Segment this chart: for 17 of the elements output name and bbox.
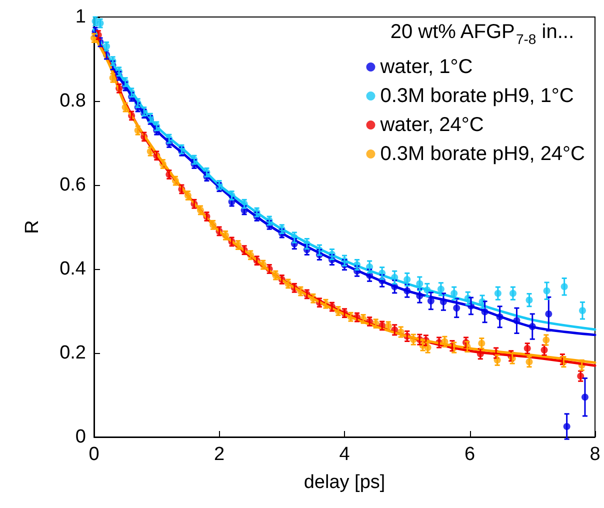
legend-label: 0.3M borate pH9, 1°C — [380, 85, 574, 107]
y-tick-label: 0.8 — [60, 90, 86, 112]
legend-label: water, 24°C — [379, 114, 484, 136]
legend-label: water, 1°C — [379, 56, 473, 78]
legend-label: 0.3M borate pH9, 24°C — [380, 143, 586, 165]
x-tick-label: 8 — [590, 444, 600, 465]
y-tick-label: 1 — [75, 6, 86, 28]
y-tick-label: 0.6 — [60, 174, 86, 196]
y-tick-label: 0.4 — [60, 258, 86, 280]
x-axis-title: delay [ps] — [304, 472, 386, 493]
x-tick-label: 6 — [464, 444, 476, 465]
x-tick-label: 4 — [339, 444, 350, 465]
y-axis-title: R — [22, 220, 43, 234]
y-tick-label: 0.2 — [60, 342, 86, 364]
y-tick-label: 0 — [75, 426, 86, 448]
x-tick-label: 2 — [214, 444, 225, 465]
x-tick-label: 0 — [88, 444, 100, 465]
